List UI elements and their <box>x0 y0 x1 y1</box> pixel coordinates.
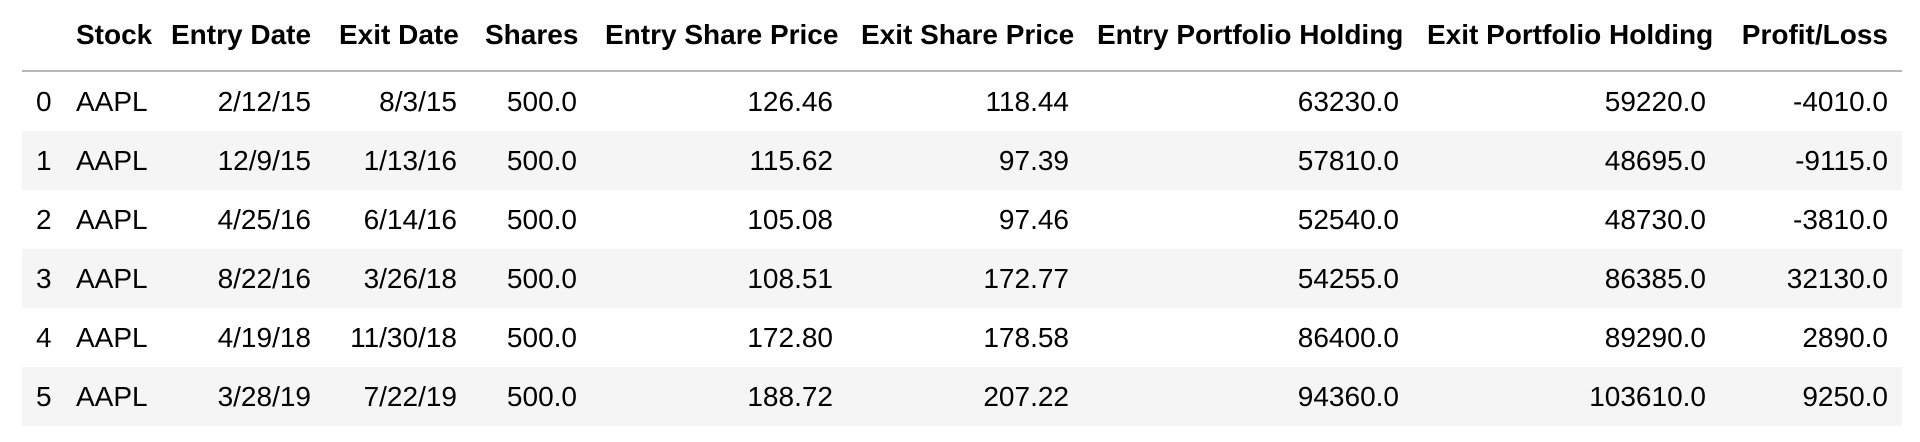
column-header-exit-portfolio-holding: Exit Portfolio Holding <box>1413 0 1720 72</box>
column-header-exit-share-price: Exit Share Price <box>847 0 1083 72</box>
cell-profit-loss: 9250.0 <box>1802 380 1888 412</box>
cell-shares: 500.0 <box>506 144 577 176</box>
cell-entry-portfolio-holding: 52540.0 <box>1297 203 1399 235</box>
table-row: 1 AAPL 12/9/15 1/13/16 500.0 115.62 97.3… <box>22 131 1902 190</box>
cell-entry-share-price: 115.62 <box>749 144 833 176</box>
cell-exit-portfolio-holding: 48695.0 <box>1604 144 1706 176</box>
cell-exit-date: 1/13/16 <box>363 144 457 176</box>
cell-exit-share-price: 207.22 <box>983 380 1069 412</box>
table-row: 2 AAPL 4/25/16 6/14/16 500.0 105.08 97.4… <box>22 190 1902 249</box>
cell-exit-date: 6/14/16 <box>363 203 457 235</box>
cell-exit-date: 11/30/18 <box>350 321 457 353</box>
cell-profit-loss: 2890.0 <box>1802 321 1888 353</box>
cell-stock: AAPL <box>76 203 148 235</box>
cell-profit-loss: -4010.0 <box>1793 85 1888 117</box>
row-index: 2 <box>36 203 52 235</box>
cell-exit-share-price: 172.77 <box>983 262 1069 294</box>
row-index: 3 <box>36 262 52 294</box>
cell-entry-date: 4/19/18 <box>217 321 311 353</box>
table-row: 3 AAPL 8/22/16 3/26/18 500.0 108.51 172.… <box>22 249 1902 308</box>
cell-profit-loss: 32130.0 <box>1786 262 1888 294</box>
index-header <box>22 0 62 72</box>
cell-entry-date: 3/28/19 <box>217 380 311 412</box>
cell-entry-share-price: 105.08 <box>747 203 833 235</box>
cell-entry-date: 8/22/16 <box>217 262 311 294</box>
cell-entry-date: 4/25/16 <box>217 203 311 235</box>
cell-exit-portfolio-holding: 48730.0 <box>1604 203 1706 235</box>
cell-entry-portfolio-holding: 63230.0 <box>1297 85 1399 117</box>
cell-exit-date: 3/26/18 <box>363 262 457 294</box>
cell-shares: 500.0 <box>506 321 577 353</box>
cell-entry-portfolio-holding: 94360.0 <box>1297 380 1399 412</box>
table-row: 5 AAPL 3/28/19 7/22/19 500.0 188.72 207.… <box>22 367 1902 426</box>
column-header-stock: Stock <box>62 0 157 72</box>
cell-stock: AAPL <box>76 262 148 294</box>
table-row: 4 AAPL 4/19/18 11/30/18 500.0 172.80 178… <box>22 308 1902 367</box>
cell-exit-share-price: 97.39 <box>998 144 1069 176</box>
column-header-entry-share-price: Entry Share Price <box>591 0 847 72</box>
row-index: 5 <box>36 380 52 412</box>
cell-exit-share-price: 97.46 <box>998 203 1069 235</box>
cell-exit-portfolio-holding: 59220.0 <box>1604 85 1706 117</box>
cell-entry-share-price: 126.46 <box>747 85 833 117</box>
cell-entry-date: 2/12/15 <box>217 85 311 117</box>
trades-table: Stock Entry Date Exit Date Shares Entry … <box>22 0 1902 426</box>
column-header-entry-date: Entry Date <box>157 0 325 72</box>
cell-shares: 500.0 <box>506 85 577 117</box>
column-header-entry-portfolio-holding: Entry Portfolio Holding <box>1083 0 1413 72</box>
cell-entry-portfolio-holding: 57810.0 <box>1297 144 1399 176</box>
cell-exit-share-price: 178.58 <box>983 321 1069 353</box>
cell-stock: AAPL <box>76 144 148 176</box>
row-index: 4 <box>36 321 52 353</box>
cell-entry-date: 12/9/15 <box>217 144 311 176</box>
column-header-profit-loss: Profit/Loss <box>1720 0 1902 72</box>
cell-stock: AAPL <box>76 321 148 353</box>
table-row: 0 AAPL 2/12/15 8/3/15 500.0 126.46 118.4… <box>22 71 1902 131</box>
row-index: 0 <box>36 85 52 117</box>
cell-exit-portfolio-holding: 89290.0 <box>1604 321 1706 353</box>
cell-exit-portfolio-holding: 103610.0 <box>1589 380 1706 412</box>
column-header-shares: Shares <box>471 0 591 72</box>
cell-exit-date: 8/3/15 <box>379 85 457 117</box>
dataframe-output: Stock Entry Date Exit Date Shares Entry … <box>22 0 1902 426</box>
cell-shares: 500.0 <box>506 203 577 235</box>
cell-stock: AAPL <box>76 85 148 117</box>
cell-stock: AAPL <box>76 380 148 412</box>
cell-entry-share-price: 108.51 <box>747 262 833 294</box>
cell-exit-date: 7/22/19 <box>363 380 457 412</box>
cell-exit-portfolio-holding: 86385.0 <box>1604 262 1706 294</box>
cell-exit-share-price: 118.44 <box>985 85 1069 117</box>
cell-entry-portfolio-holding: 54255.0 <box>1297 262 1399 294</box>
cell-entry-portfolio-holding: 86400.0 <box>1297 321 1399 353</box>
cell-entry-share-price: 188.72 <box>747 380 833 412</box>
cell-profit-loss: -3810.0 <box>1793 203 1888 235</box>
cell-entry-share-price: 172.80 <box>747 321 833 353</box>
row-index: 1 <box>36 144 52 176</box>
column-header-exit-date: Exit Date <box>325 0 471 72</box>
header-row: Stock Entry Date Exit Date Shares Entry … <box>22 0 1902 72</box>
cell-shares: 500.0 <box>506 380 577 412</box>
cell-profit-loss: -9115.0 <box>1795 144 1888 176</box>
cell-shares: 500.0 <box>506 262 577 294</box>
